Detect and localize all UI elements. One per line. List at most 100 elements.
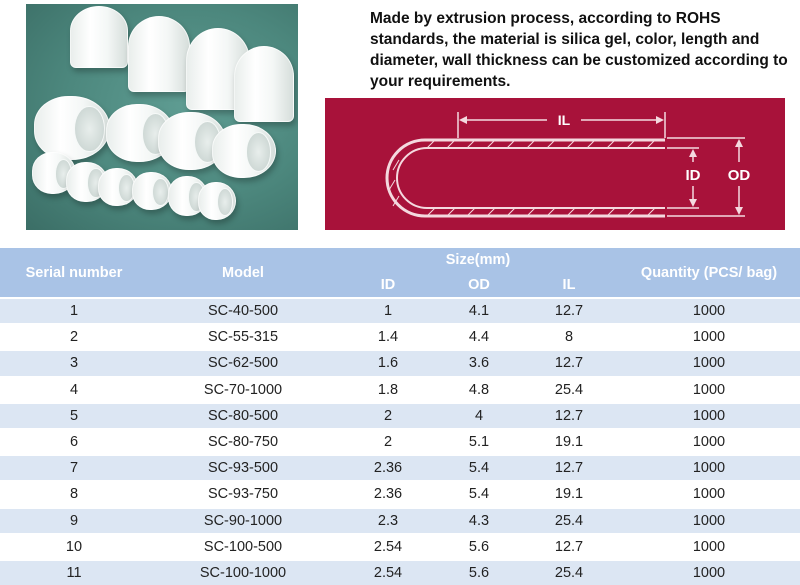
cell-id: 2.3 [338,506,438,534]
spec-table: Serial number Model Size(mm) Quantity (P… [0,248,800,585]
cell-serial: 2 [0,323,148,351]
product-photo [26,4,298,230]
cell-serial: 11 [0,558,148,585]
cell-quantity: 1000 [618,401,800,429]
cell-id: 2.36 [338,454,438,482]
cell-serial: 8 [0,480,148,508]
cell-id: 2.54 [338,532,438,560]
cell-id: 2 [338,401,438,429]
table-row: 7 SC-93-500 2.36 5.4 12.7 1000 [0,454,800,482]
header-model: Model [148,248,338,298]
cell-serial: 6 [0,427,148,456]
cell-serial: 4 [0,375,148,403]
cell-od: 4.4 [438,323,520,351]
cell-od: 4.3 [438,506,520,534]
cell-il: 25.4 [520,506,618,534]
table-row: 3 SC-62-500 1.6 3.6 12.7 1000 [0,349,800,377]
cell-od: 3.6 [438,349,520,377]
cell-il: 12.7 [520,349,618,377]
cell-quantity: 1000 [618,454,800,482]
header-id: ID [338,272,438,298]
cell-od: 5.1 [438,427,520,456]
cell-id: 1.6 [338,349,438,377]
id-label: ID [686,167,701,184]
cell-model: SC-40-500 [148,296,338,325]
od-label: OD [728,167,751,184]
cap-image [198,182,236,220]
dimension-diagram: IL ID OD [325,98,785,230]
header-quantity: Quantity (PCS/ bag) [618,248,800,298]
cell-serial: 7 [0,454,148,482]
cell-od: 5.4 [438,454,520,482]
cell-serial: 9 [0,506,148,534]
cell-id: 1.8 [338,375,438,403]
table-row: 1 SC-40-500 1 4.1 12.7 1000 [0,296,800,325]
cell-quantity: 1000 [618,480,800,508]
cell-od: 4 [438,401,520,429]
table-row: 2 SC-55-315 1.4 4.4 8 1000 [0,323,800,351]
cell-model: SC-55-315 [148,323,338,351]
cell-quantity: 1000 [618,427,800,456]
cell-model: SC-93-750 [148,480,338,508]
cell-serial: 1 [0,296,148,325]
cell-quantity: 1000 [618,349,800,377]
cell-il: 25.4 [520,558,618,585]
product-description: Made by extrusion process, according to … [370,10,788,90]
header-size: Size(mm) [338,248,618,272]
table-row: 8 SC-93-750 2.36 5.4 19.1 1000 [0,480,800,508]
il-label: IL [558,112,571,128]
cell-od: 4.8 [438,375,520,403]
cell-quantity: 1000 [618,296,800,325]
cell-od: 4.1 [438,296,520,325]
cell-quantity: 1000 [618,323,800,351]
cell-il: 12.7 [520,401,618,429]
cell-model: SC-80-750 [148,427,338,456]
cell-il: 25.4 [520,375,618,403]
cap-image [212,124,276,178]
header-serial-number: Serial number [0,248,148,298]
cell-il: 12.7 [520,454,618,482]
cell-id: 2 [338,427,438,456]
table-row: 10 SC-100-500 2.54 5.6 12.7 1000 [0,532,800,560]
cell-quantity: 1000 [618,558,800,585]
cell-model: SC-100-500 [148,532,338,560]
cap-image [234,46,294,122]
cell-il: 19.1 [520,480,618,508]
header-il: IL [520,272,618,298]
cell-model: SC-80-500 [148,401,338,429]
cell-od: 5.4 [438,480,520,508]
cell-il: 12.7 [520,296,618,325]
cell-id: 2.36 [338,480,438,508]
cell-model: SC-100-1000 [148,558,338,585]
cell-od: 5.6 [438,532,520,560]
table-row: 5 SC-80-500 2 4 12.7 1000 [0,401,800,429]
cell-id: 2.54 [338,558,438,585]
table-row: 6 SC-80-750 2 5.1 19.1 1000 [0,427,800,456]
cell-model: SC-62-500 [148,349,338,377]
cell-od: 5.6 [438,558,520,585]
table-row: 4 SC-70-1000 1.8 4.8 25.4 1000 [0,375,800,403]
header-od: OD [438,272,520,298]
cell-model: SC-93-500 [148,454,338,482]
table-row: 9 SC-90-1000 2.3 4.3 25.4 1000 [0,506,800,534]
cell-quantity: 1000 [618,532,800,560]
cell-model: SC-70-1000 [148,375,338,403]
cell-serial: 10 [0,532,148,560]
cap-image [132,172,172,210]
cap-image [70,6,128,68]
cap-image [98,168,138,206]
cell-quantity: 1000 [618,506,800,534]
cell-model: SC-90-1000 [148,506,338,534]
cap-image [128,16,190,92]
cell-il: 8 [520,323,618,351]
cell-il: 12.7 [520,532,618,560]
cap-cross-section-icon: IL ID OD [385,112,751,218]
cell-quantity: 1000 [618,375,800,403]
cap-image [34,96,110,160]
cell-il: 19.1 [520,427,618,456]
cell-serial: 5 [0,401,148,429]
cell-id: 1.4 [338,323,438,351]
cell-id: 1 [338,296,438,325]
cell-serial: 3 [0,349,148,377]
table-row: 11 SC-100-1000 2.54 5.6 25.4 1000 [0,558,800,585]
